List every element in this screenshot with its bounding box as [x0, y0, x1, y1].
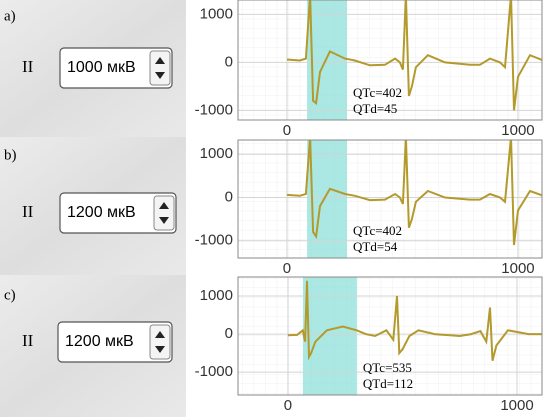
x-tick-label: 1000	[501, 122, 534, 139]
y-tick-label: 0	[225, 53, 233, 70]
spin-up[interactable]	[155, 57, 165, 64]
x-tick-label: 1000	[501, 260, 534, 277]
y-tick-label: 1000	[200, 287, 233, 304]
x-tick-label: 0	[283, 260, 291, 277]
annotation: QTc=402	[353, 85, 402, 100]
y-tick-label: 1000	[200, 5, 233, 22]
annotation: QTc=402	[353, 223, 402, 238]
y-tick-label: -1000	[195, 101, 233, 118]
amplitude-spinbox[interactable]	[57, 321, 173, 363]
annotation: QTd=54	[353, 239, 398, 254]
plot-area	[238, 140, 542, 258]
spin-down[interactable]	[155, 72, 165, 79]
amplitude-spinbox[interactable]	[59, 192, 177, 234]
amplitude-spinbox[interactable]	[59, 47, 173, 89]
plot-frame	[237, 0, 543, 121]
lead-label: II	[22, 331, 34, 350]
spin-down[interactable]	[155, 346, 165, 353]
panel-label: a)	[4, 8, 16, 24]
spin-down[interactable]	[159, 217, 169, 224]
qt-interval	[302, 277, 357, 395]
x-tick-label: 1000	[500, 397, 533, 414]
ecg-trace	[287, 280, 542, 361]
plot-frame	[237, 276, 543, 396]
x-tick-label: 0	[284, 397, 292, 414]
y-tick-label: -1000	[195, 363, 233, 380]
y-tick-label: 0	[225, 325, 233, 342]
annotation: QTd=45	[353, 101, 397, 116]
plot-frame	[237, 139, 543, 259]
lead-label: II	[22, 202, 34, 221]
lead-label: II	[22, 57, 34, 76]
amplitude-value: 1000 мкВ	[67, 59, 136, 76]
amplitude-value: 1200 мкВ	[67, 204, 136, 221]
qt-interval	[307, 140, 348, 258]
spin-up[interactable]	[155, 331, 165, 338]
spin-buttons[interactable]	[153, 195, 175, 231]
ecg-trace	[286, 140, 542, 246]
annotation: QTd=112	[363, 376, 413, 391]
x-tick-label: 0	[283, 122, 291, 139]
panel-label: c)	[4, 287, 16, 303]
amplitude-value: 1200 мкВ	[65, 333, 134, 350]
spin-buttons[interactable]	[149, 50, 171, 86]
y-tick-label: 1000	[200, 145, 233, 162]
panel-label: b)	[4, 147, 17, 163]
ecg-trace	[286, 0, 542, 111]
spin-buttons[interactable]	[149, 324, 171, 360]
spin-up[interactable]	[159, 202, 169, 209]
y-tick-label: -1000	[195, 232, 233, 249]
y-tick-label: 0	[225, 188, 233, 205]
annotation: QTc=535	[363, 360, 412, 375]
